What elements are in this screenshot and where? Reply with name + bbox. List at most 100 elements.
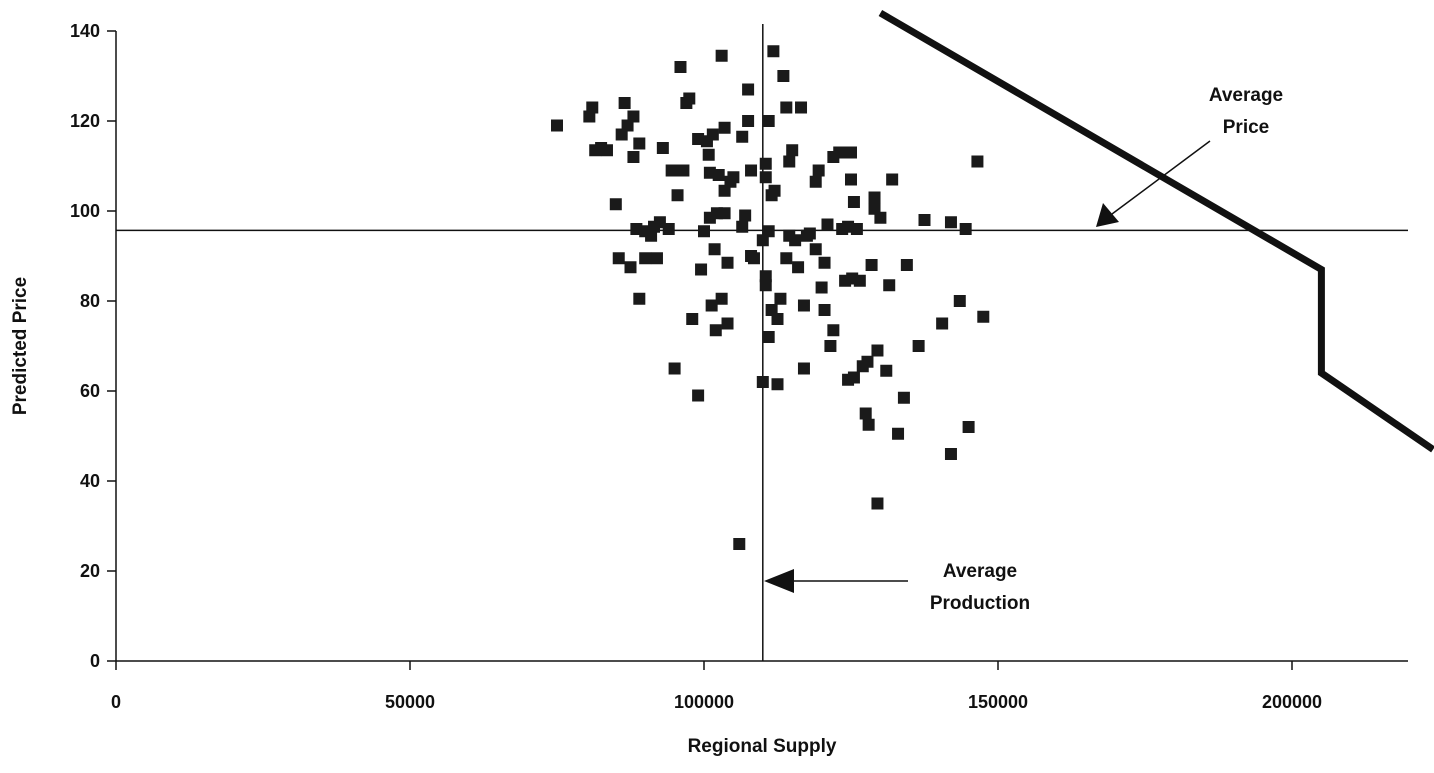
data-point — [859, 407, 872, 420]
data-point — [786, 144, 799, 157]
data-point — [747, 252, 760, 265]
data-point — [708, 243, 721, 256]
data-point — [883, 279, 896, 292]
data-point — [721, 256, 734, 269]
data-point — [777, 70, 790, 82]
data-point — [609, 198, 622, 211]
data-point — [862, 418, 875, 431]
data-points — [551, 45, 990, 550]
data-point — [780, 101, 793, 114]
data-point — [783, 155, 796, 168]
data-point — [809, 243, 822, 256]
data-point — [586, 101, 599, 114]
data-point — [668, 362, 681, 375]
data-point — [759, 157, 772, 170]
average-price-arrowhead — [1096, 203, 1119, 227]
data-point — [639, 252, 652, 265]
data-point — [824, 340, 837, 352]
data-point — [845, 173, 857, 186]
annotations: Average Price Average Production — [764, 85, 1283, 614]
data-point — [827, 324, 840, 337]
data-point — [736, 220, 749, 233]
data-point — [792, 261, 805, 274]
data-point — [853, 274, 866, 287]
reference-lines — [116, 24, 1408, 661]
data-point — [677, 164, 690, 177]
y-tick-label: 60 — [80, 381, 100, 401]
data-point — [756, 376, 769, 388]
data-point — [861, 355, 874, 368]
data-point — [912, 340, 925, 352]
data-point — [662, 223, 675, 235]
data-point — [551, 119, 563, 132]
x-axis-title: Regional Supply — [688, 736, 837, 757]
data-point — [600, 144, 613, 157]
data-point — [797, 362, 810, 375]
data-point — [712, 169, 725, 181]
average-price-arrow-shaft — [1111, 140, 1211, 215]
data-point — [897, 391, 910, 404]
data-point — [936, 317, 949, 330]
y-axis-title: Predicted Price — [10, 277, 31, 415]
data-point — [736, 130, 749, 143]
data-point — [821, 218, 834, 231]
data-point — [818, 304, 831, 316]
y-tick-label: 120 — [70, 111, 100, 131]
data-point — [977, 310, 990, 323]
data-point — [944, 216, 957, 229]
data-point — [759, 171, 772, 184]
data-point — [742, 115, 755, 127]
supply-curve-group — [878, 9, 1434, 453]
x-tick-label: 200000 — [1262, 692, 1322, 712]
average-price-annotation-line1: Average — [1209, 85, 1283, 106]
data-point — [874, 211, 887, 224]
data-point — [656, 142, 669, 154]
data-point — [900, 259, 913, 271]
y-tick-label: 20 — [80, 561, 100, 581]
data-point — [718, 207, 731, 220]
data-point — [959, 223, 972, 235]
data-point — [762, 115, 775, 127]
data-point — [627, 110, 640, 123]
data-point — [880, 364, 893, 377]
data-point — [683, 92, 696, 105]
data-point — [871, 344, 884, 357]
x-tick-label: 50000 — [385, 692, 435, 712]
data-point — [847, 371, 860, 384]
data-point — [698, 225, 710, 238]
data-point — [674, 61, 687, 73]
data-point — [633, 137, 646, 150]
x-tick-label: 100000 — [674, 692, 734, 712]
data-point — [850, 223, 863, 235]
average-production-arrowhead — [764, 569, 794, 593]
supply-curve — [878, 9, 1434, 453]
data-point — [815, 281, 828, 294]
data-point — [671, 189, 684, 202]
data-point — [759, 279, 772, 292]
data-point — [768, 184, 781, 197]
y-tick-label: 0 — [90, 651, 100, 671]
data-point — [771, 378, 784, 391]
data-point — [650, 252, 663, 265]
data-point — [702, 148, 715, 161]
data-point — [762, 331, 775, 343]
data-point — [727, 171, 740, 184]
y-tick-label: 140 — [70, 21, 100, 41]
data-point — [886, 173, 899, 186]
data-point — [692, 389, 705, 402]
data-point — [865, 259, 878, 271]
y-tick-label: 80 — [80, 291, 100, 311]
average-price-annotation-line2: Price — [1223, 117, 1269, 138]
data-point — [665, 164, 678, 177]
data-point — [767, 45, 780, 58]
data-point — [718, 121, 731, 134]
data-point — [795, 101, 808, 114]
average-production-annotation-line2: Production — [930, 593, 1030, 614]
y-tick-label: 40 — [80, 471, 100, 491]
data-point — [797, 299, 810, 312]
data-point — [627, 151, 640, 163]
data-point — [774, 292, 787, 305]
data-point — [803, 227, 816, 240]
